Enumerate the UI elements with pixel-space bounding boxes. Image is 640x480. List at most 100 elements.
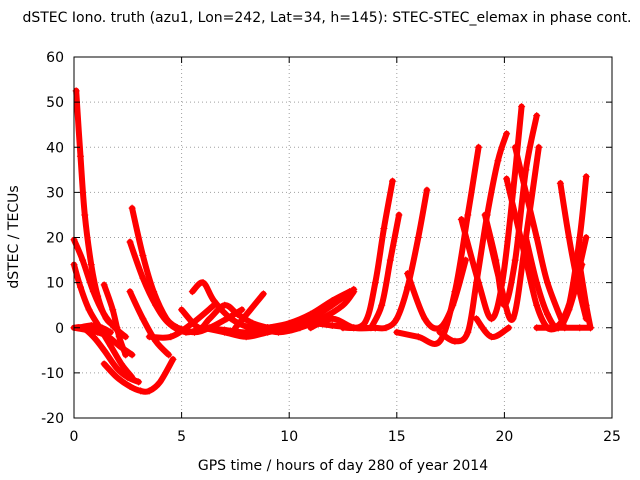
data-point	[339, 324, 347, 332]
data-arc	[404, 256, 470, 332]
data-point	[533, 301, 541, 309]
data-arc	[339, 177, 396, 332]
data-point	[388, 177, 396, 185]
data-point	[451, 337, 459, 345]
data-point	[576, 234, 584, 241]
data-point	[414, 333, 422, 341]
data-point	[246, 306, 254, 314]
y-tick-label: 0	[55, 321, 64, 337]
data-arc	[367, 211, 403, 332]
data-point	[586, 324, 594, 332]
x-tick-label: 15	[388, 429, 406, 445]
data-arc	[554, 173, 590, 332]
arc-trace	[557, 180, 590, 322]
data-point	[165, 319, 173, 327]
data-point	[145, 387, 153, 395]
data-point	[554, 324, 562, 332]
grid	[74, 57, 612, 418]
data-point	[76, 283, 84, 291]
data-point	[210, 297, 218, 305]
y-tick-labels: -20 -10 0 10 20 30 40 50 60	[41, 50, 64, 427]
data-point	[404, 270, 412, 278]
data-point	[582, 234, 590, 241]
x-tick-label: 10	[280, 429, 298, 445]
data-point	[511, 143, 519, 151]
data-point	[115, 333, 123, 341]
data-point	[328, 315, 336, 323]
y-axis-label: dSTEC / TECUs	[6, 185, 22, 288]
data-point	[152, 301, 160, 309]
data-arc	[533, 324, 594, 332]
data-point	[543, 310, 551, 318]
data-point	[188, 288, 196, 296]
data-point	[100, 360, 108, 368]
data-point	[173, 324, 181, 332]
data-point	[139, 274, 147, 282]
data-arc	[100, 355, 177, 395]
data-point	[393, 328, 401, 336]
chart-title: dSTEC Iono. truth (azu1, Lon=242, Lat=34…	[22, 10, 631, 26]
data-point	[481, 211, 489, 219]
data-point	[234, 310, 242, 318]
data-point	[128, 351, 136, 359]
data-point	[449, 301, 457, 309]
data-point	[475, 279, 483, 287]
y-tick-label: 10	[46, 276, 64, 292]
arc-trace	[101, 281, 129, 358]
data-point	[494, 157, 502, 165]
y-tick-label: 30	[46, 185, 64, 201]
data-point	[582, 173, 590, 181]
data-point	[487, 315, 495, 323]
data-point	[87, 321, 95, 329]
data-point	[191, 328, 199, 336]
data-point	[307, 319, 315, 327]
data-point	[137, 387, 145, 395]
data-arc	[178, 301, 272, 332]
data-point	[509, 315, 517, 323]
data-point	[505, 324, 513, 332]
data-point	[576, 261, 584, 269]
data-point	[199, 324, 207, 332]
data-point	[274, 328, 282, 336]
x-axis-label: GPS time / hours of day 280 of year 2014	[198, 458, 488, 474]
arc-trace	[146, 302, 217, 341]
arc-trace	[368, 211, 402, 331]
y-tick-label: 40	[46, 140, 64, 156]
data-point	[328, 301, 336, 309]
data-point	[107, 328, 115, 336]
data-point	[89, 288, 97, 296]
data-point	[395, 211, 403, 219]
data-point	[85, 306, 93, 314]
arc-trace	[458, 103, 525, 322]
arc-trace	[75, 322, 114, 336]
data-point	[361, 319, 369, 327]
data-point	[421, 315, 429, 323]
data-point	[350, 285, 358, 293]
data-point	[167, 333, 175, 341]
arc-trace	[71, 261, 136, 381]
data-point	[165, 351, 173, 359]
data-point	[98, 324, 106, 332]
data-point	[503, 175, 511, 183]
data-point	[122, 333, 130, 341]
data-point	[87, 261, 95, 269]
x-tick-label: 25	[603, 429, 621, 445]
data-point	[371, 324, 379, 332]
data-point	[503, 130, 511, 138]
data-point	[386, 256, 394, 264]
data-point	[457, 215, 465, 223]
data-point	[511, 256, 519, 264]
data-point	[126, 382, 134, 390]
data-point	[264, 324, 272, 332]
data-point	[100, 310, 108, 318]
arc-trace	[555, 173, 590, 331]
data-point	[178, 306, 186, 314]
data-point	[117, 360, 125, 368]
x-tick-labels: 0 5 10 15 20 25	[70, 429, 621, 445]
data-point	[206, 315, 214, 323]
data-point	[113, 373, 121, 381]
data-point	[139, 252, 147, 260]
data-point	[139, 315, 147, 323]
data-point	[135, 378, 143, 386]
